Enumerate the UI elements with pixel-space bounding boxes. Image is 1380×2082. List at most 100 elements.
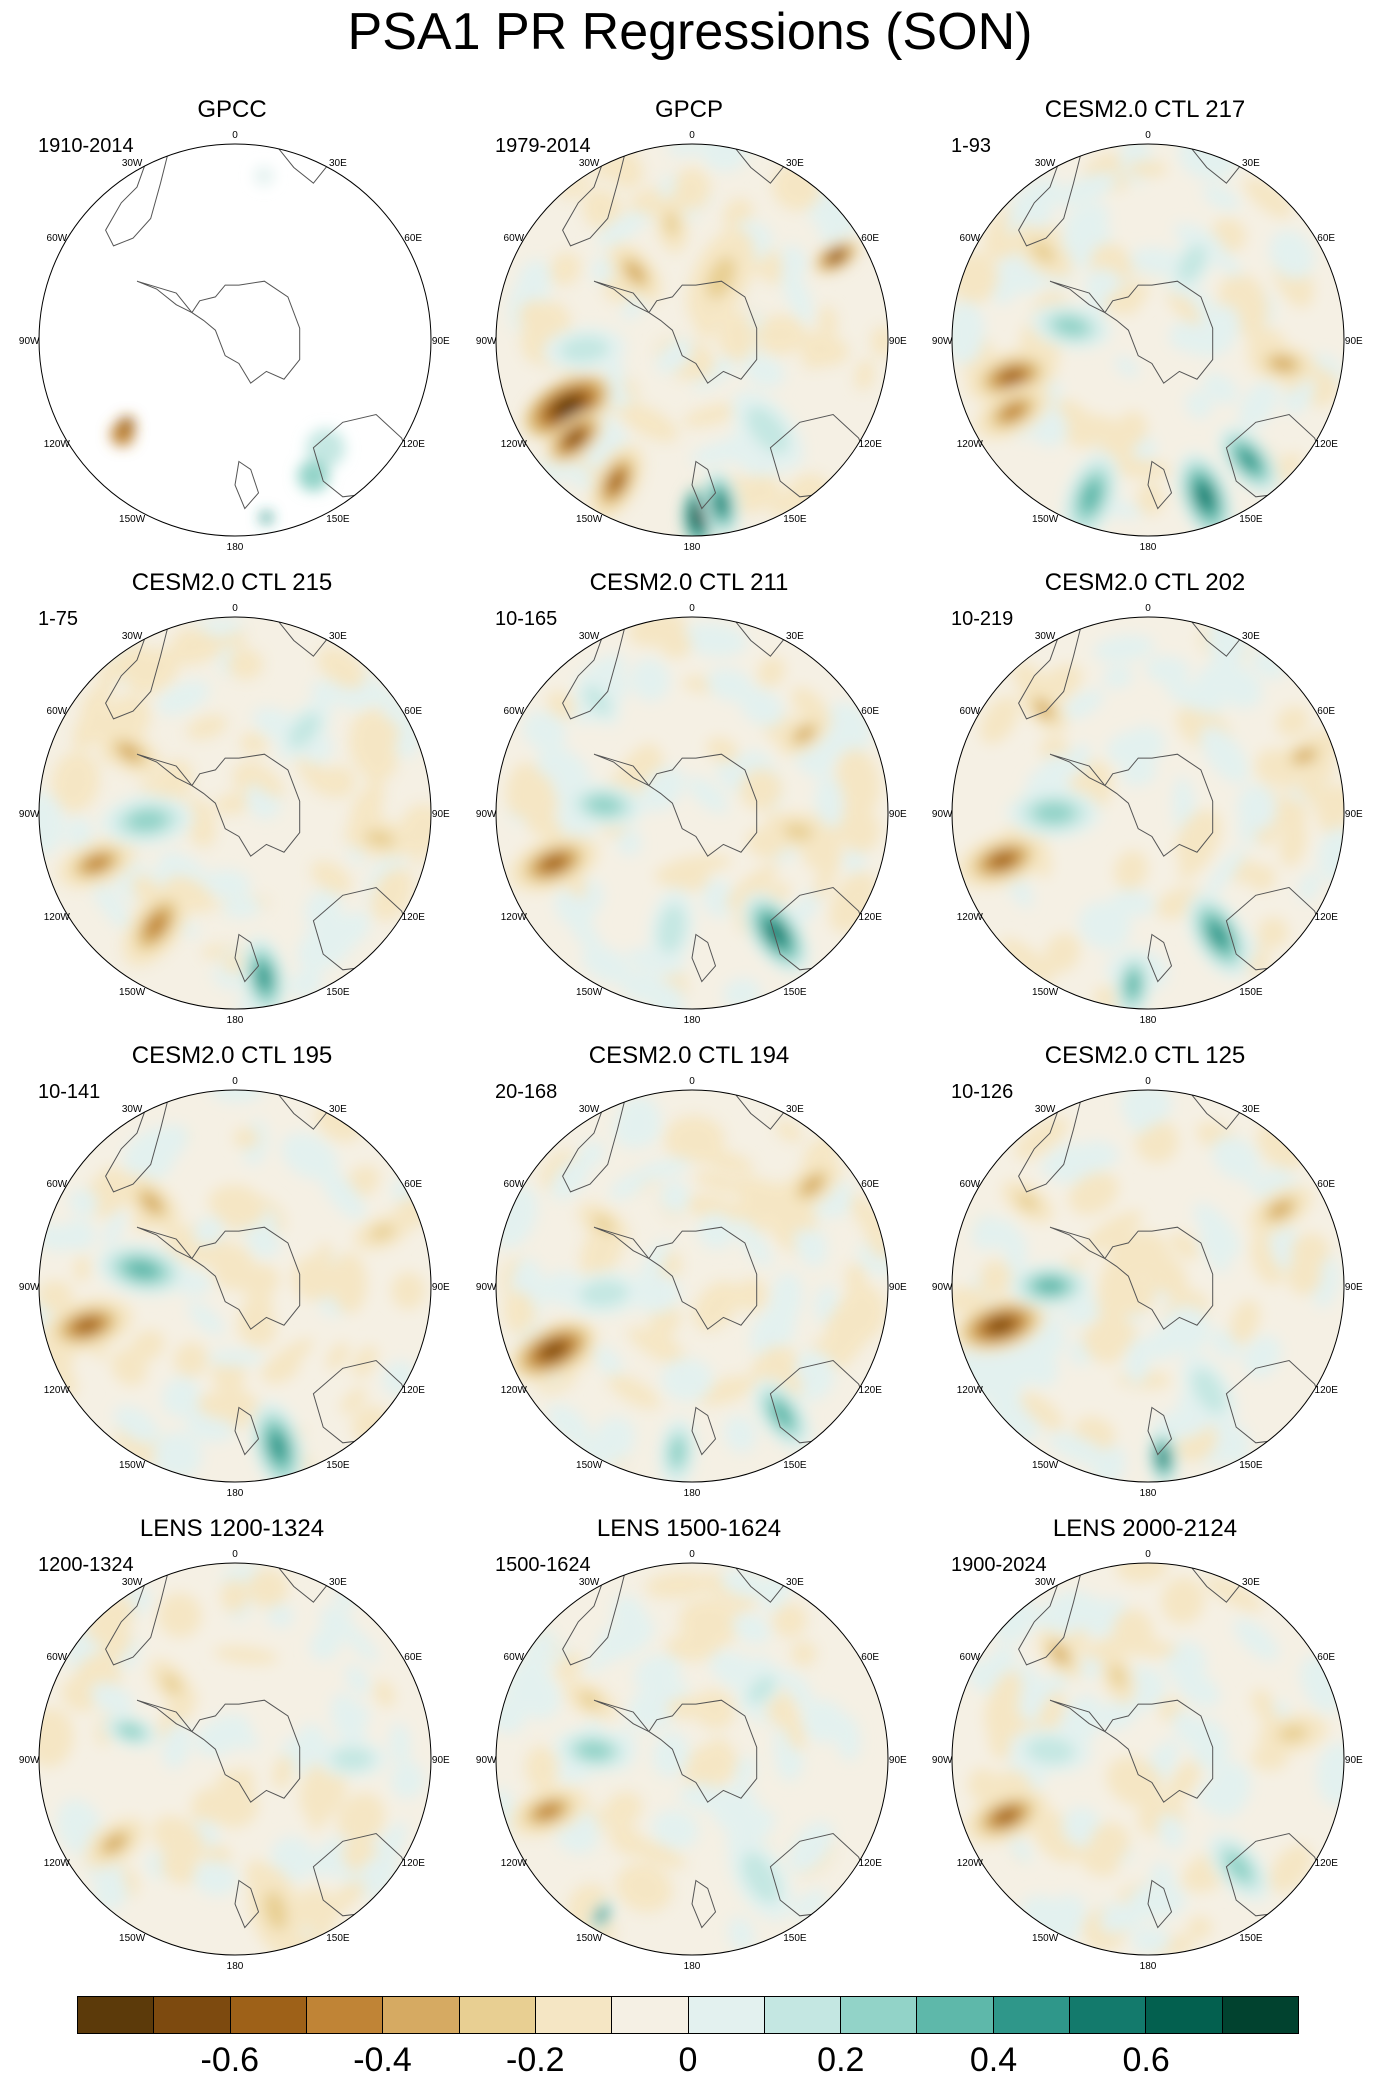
colorbar-tick-label: 0 (678, 2041, 698, 2079)
colorbar-swatch (383, 1997, 460, 2033)
longitude-label: 90E (889, 1282, 907, 1293)
longitude-label: 120W (957, 1385, 984, 1396)
colorbar-swatch (764, 1997, 842, 2033)
panel-years: 1900-2024 (951, 1554, 1047, 1576)
longitude-label: 90E (1345, 1282, 1363, 1293)
longitude-label: 120E (859, 1858, 883, 1869)
longitude-label: 0 (1145, 1076, 1151, 1087)
longitude-label: 30W (122, 158, 143, 169)
longitude-label: 90W (19, 1282, 40, 1293)
longitude-label: 30W (579, 631, 600, 642)
longitude-label: 180 (684, 542, 701, 553)
colorbar-swatch (1070, 1997, 1147, 2033)
longitude-label: 30E (786, 158, 804, 169)
longitude-label: 30W (579, 1577, 600, 1588)
polar-map: 0 30E 60E 90E 120E 150E 180 150W 120W 90W 60W 30W (19, 1549, 450, 1972)
longitude-label: 180 (1140, 542, 1157, 553)
longitude-label: 60W (47, 706, 68, 717)
longitude-label: 90W (476, 1755, 497, 1766)
longitude-label: 30E (786, 631, 804, 642)
longitude-label: 90E (1345, 336, 1363, 347)
map-outline (951, 143, 1345, 537)
longitude-label: 180 (227, 1961, 244, 1972)
longitude-label: 180 (227, 1488, 244, 1499)
longitude-label: 30E (1242, 1577, 1260, 1588)
panel-years: 1200-1324 (38, 1554, 134, 1576)
longitude-label: 0 (689, 1076, 695, 1087)
colorbar-swatch (688, 1997, 765, 2033)
longitude-label: 120W (44, 912, 71, 923)
panel-years: 20-168 (495, 1081, 558, 1103)
panel-years: 10-219 (951, 608, 1014, 630)
colorbar-swatch (154, 1997, 231, 2033)
longitude-label: 150W (576, 514, 603, 525)
longitude-label: 30E (329, 631, 347, 642)
longitude-label: 30E (1242, 631, 1260, 642)
longitude-label: 30E (1242, 1104, 1260, 1115)
longitude-label: 0 (689, 130, 695, 141)
longitude-label: 150E (326, 987, 350, 998)
longitude-label: 150W (119, 514, 146, 525)
panel-years: 1979-2014 (495, 135, 591, 157)
longitude-label: 60W (47, 1652, 68, 1663)
map-panel: CESM2.0 CTL 194 20-168 0 30E 60E 90E 120E 150E 1… (476, 1034, 907, 1504)
map-panel: CESM2.0 CTL 217 1-93 0 30E 60E 90E 120E 150E 180… (932, 88, 1363, 558)
map-panel: CESM2.0 CTL 211 10-165 0 30E 60E 90E 120E 150E 1… (476, 561, 907, 1031)
longitude-label: 120W (501, 439, 528, 450)
longitude-label: 60W (47, 233, 68, 244)
longitude-label: 0 (689, 603, 695, 614)
longitude-label: 30W (122, 1577, 143, 1588)
panel-title: CESM2.0 CTL 202 (1044, 569, 1246, 596)
colorbar-swatch (1146, 1997, 1223, 2033)
longitude-label: 120W (44, 1858, 71, 1869)
map-outline (38, 616, 432, 1010)
panel-years: 10-141 (38, 1081, 101, 1103)
map-outline (38, 1089, 432, 1483)
longitude-label: 0 (232, 1549, 238, 1560)
longitude-label: 30E (329, 158, 347, 169)
longitude-label: 0 (1145, 1549, 1151, 1560)
longitude-label: 150E (783, 1933, 807, 1944)
longitude-label: 120E (1315, 912, 1339, 923)
panel-title: CESM2.0 CTL 211 (589, 569, 789, 596)
polar-map: 0 30E 60E 90E 120E 150E 180 150W 120W 90W 60W 30W (476, 603, 907, 1026)
longitude-label: 60E (1317, 233, 1335, 244)
longitude-label: 150W (119, 1460, 146, 1471)
longitude-label: 60E (1317, 1652, 1335, 1663)
colorbar (77, 1996, 1299, 2034)
longitude-label: 90E (432, 1755, 450, 1766)
colorbar-swatch (306, 1997, 384, 2033)
longitude-label: 30W (122, 1104, 143, 1115)
figure-title: PSA1 PR Regressions (SON) (347, 3, 1033, 61)
map-panel: CESM2.0 CTL 195 10-141 0 30E 60E 90E 120E 150E 1… (19, 1034, 450, 1504)
longitude-label: 60W (504, 1652, 525, 1663)
longitude-label: 120W (501, 912, 528, 923)
longitude-label: 60E (861, 233, 879, 244)
colorbar-swatch (459, 1997, 536, 2033)
longitude-label: 180 (227, 542, 244, 553)
map-outline (951, 1089, 1345, 1483)
colorbar-tick-label: -0.4 (353, 2041, 412, 2079)
colorbar-swatch (230, 1997, 307, 2033)
longitude-label: 30W (1035, 631, 1056, 642)
longitude-label: 30W (1035, 1104, 1056, 1115)
panel-title: CESM2.0 CTL 125 (1044, 1042, 1246, 1069)
longitude-label: 150E (783, 987, 807, 998)
map-panel: CESM2.0 CTL 215 1-75 0 30E 60E 90E 120E 150E 180… (19, 561, 450, 1031)
longitude-label: 90E (889, 336, 907, 347)
longitude-label: 30W (1035, 1577, 1056, 1588)
longitude-label: 120W (501, 1385, 528, 1396)
longitude-label: 60E (861, 1179, 879, 1190)
polar-map: 0 30E 60E 90E 120E 150E 180 150W 120W 90W 60W 30W (932, 603, 1363, 1026)
longitude-label: 150E (326, 514, 350, 525)
polar-map: 0 30E 60E 90E 120E 150E 180 150W 120W 90W 60W 30W (932, 130, 1363, 553)
longitude-label: 180 (684, 1488, 701, 1499)
longitude-label: 90W (476, 336, 497, 347)
longitude-label: 90W (19, 809, 40, 820)
longitude-label: 90W (932, 1282, 953, 1293)
longitude-label: 150E (783, 514, 807, 525)
longitude-label: 60E (404, 706, 422, 717)
longitude-label: 30W (1035, 158, 1056, 169)
longitude-label: 90W (932, 336, 953, 347)
longitude-label: 150W (1032, 514, 1059, 525)
